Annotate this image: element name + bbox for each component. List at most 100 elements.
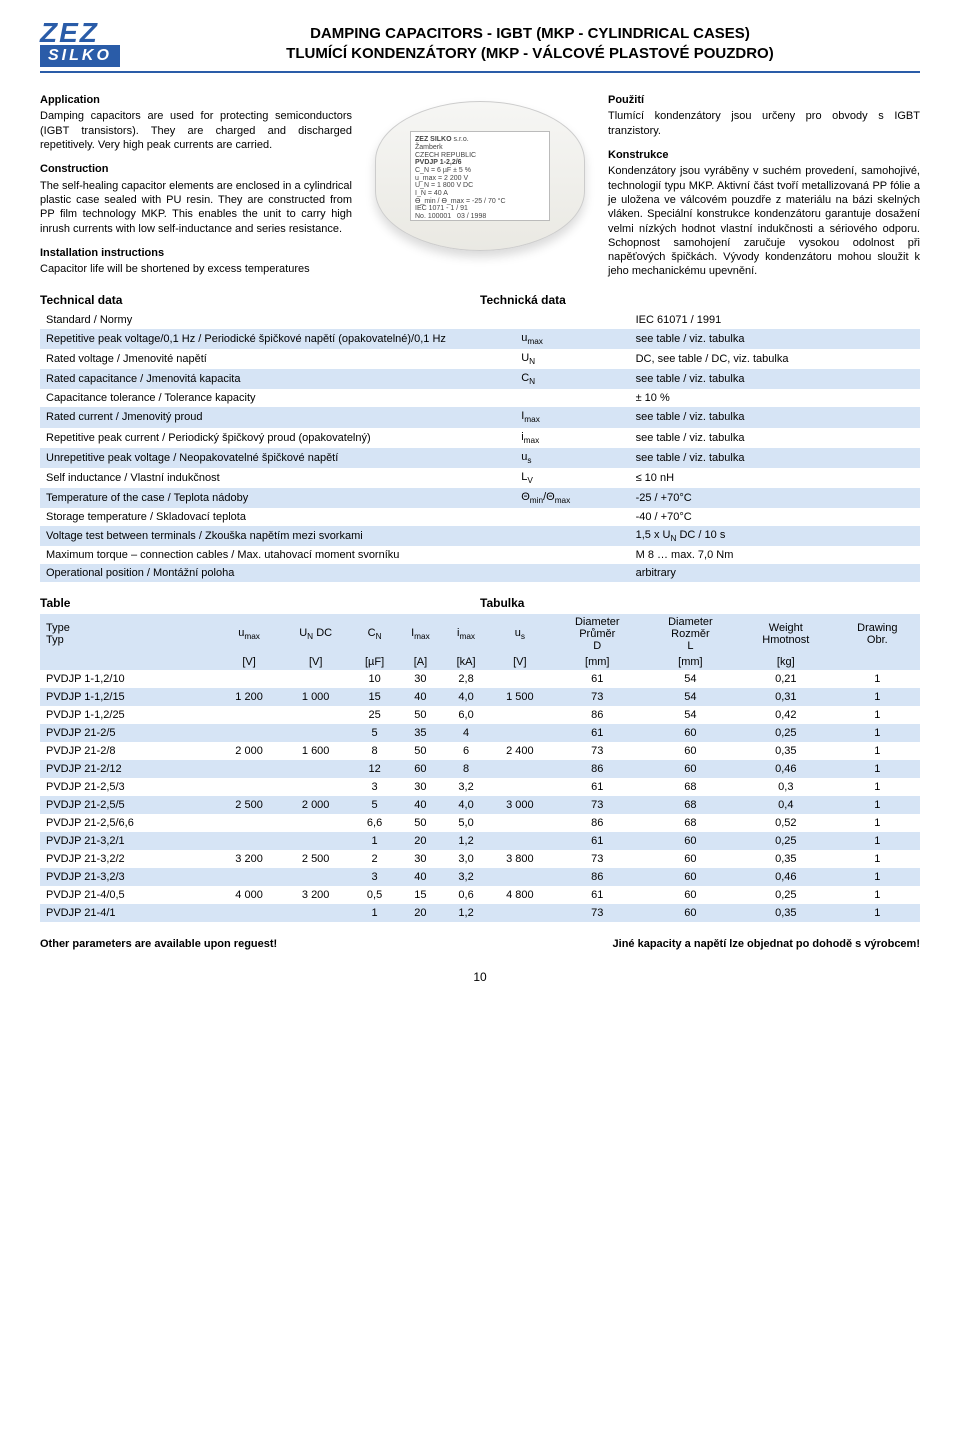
techdata-value: see table / viz. tabulka (630, 448, 920, 468)
table-cell (280, 904, 352, 922)
techdata-symbol: LV (515, 468, 629, 488)
table-cell (489, 814, 551, 832)
table-cell: 0,5 (351, 886, 397, 904)
table-cell: 1 200 (218, 688, 280, 706)
heading-construction: Construction (40, 162, 352, 176)
table-row: PVDJP 21-2,5/33303,261680,31 (40, 778, 920, 796)
table-cell: 15 (398, 886, 443, 904)
table-cell: 1 000 (280, 688, 352, 706)
table-cell: 3 000 (489, 796, 551, 814)
techdata-symbol: imax (515, 428, 629, 448)
footnote-left: Other parameters are available upon regu… (40, 938, 277, 950)
table-cell: 0,46 (737, 760, 835, 778)
text-construction: The self-healing capacitor elements are … (40, 179, 352, 236)
techdata-row: Unrepetitive peak voltage / Neopakovatel… (40, 448, 920, 468)
table-cell (218, 904, 280, 922)
techdata-titles: Technical data Technická data (40, 293, 920, 307)
table-cell: 54 (644, 670, 737, 688)
techdata-value: M 8 … max. 7,0 Nm (630, 546, 920, 564)
table-row: PVDJP 21-2/82 0001 60085062 40073600,351 (40, 742, 920, 760)
table-cell: 0,21 (737, 670, 835, 688)
table-cell (280, 706, 352, 724)
table-cell (489, 724, 551, 742)
table-cell: 0,35 (737, 850, 835, 868)
table-header: DiameterRozměrL (644, 614, 737, 654)
table-cell: 0,25 (737, 886, 835, 904)
techdata-row: Temperature of the case / Teplota nádoby… (40, 488, 920, 508)
table-cell: PVDJP 21-3,2/3 (40, 868, 218, 886)
table-header: us (489, 614, 551, 654)
table-row: PVDJP 1-1,2/2525506,086540,421 (40, 706, 920, 724)
table-row: PVDJP 21-3,2/33403,286600,461 (40, 868, 920, 886)
table-cell: PVDJP 21-4/1 (40, 904, 218, 922)
techdata-title-en: Technical data (40, 293, 480, 307)
intro-columns: Application Damping capacitors are used … (40, 93, 920, 279)
table-cell: 1,2 (443, 832, 489, 850)
table-cell: 68 (644, 778, 737, 796)
table-cell: 5,0 (443, 814, 489, 832)
text-konstrukce: Kondenzátory jsou vyráběny v suchém prov… (608, 164, 920, 278)
table-cell: 3 800 (489, 850, 551, 868)
footnote-right: Jiné kapacity a napětí lze objednat po d… (613, 938, 920, 950)
table-cell: 40 (398, 688, 443, 706)
table-row: PVDJP 21-3,2/11201,261600,251 (40, 832, 920, 850)
table-cell: PVDJP 21-3,2/2 (40, 850, 218, 868)
table-cell: 40 (398, 868, 443, 886)
table-cell: 3 (351, 778, 397, 796)
table-cell: 1 (835, 814, 920, 832)
table-header: UN DC (280, 614, 352, 654)
techdata-row: Storage temperature / Skladovací teplota… (40, 508, 920, 526)
table-cell: 50 (398, 814, 443, 832)
table-cell: 3,2 (443, 868, 489, 886)
table-unit-header: [V] (280, 654, 352, 670)
techdata-param: Maximum torque – connection cables / Max… (40, 546, 515, 564)
table-row: PVDJP 21-4/11201,273600,351 (40, 904, 920, 922)
table-cell (489, 760, 551, 778)
page-number: 10 (40, 970, 920, 984)
table-cell: 1 (351, 832, 397, 850)
table-cell (218, 760, 280, 778)
table-cell: 8 (443, 760, 489, 778)
table-header: TypeTyp (40, 614, 218, 654)
techdata-symbol (515, 508, 629, 526)
table-cell (218, 724, 280, 742)
table-cell: 61 (551, 724, 644, 742)
table-cell: 0,3 (737, 778, 835, 796)
techdata-row: Rated voltage / Jmenovité napětíUNDC, se… (40, 349, 920, 369)
table-cell: 5 (351, 724, 397, 742)
table-cell: 0,35 (737, 904, 835, 922)
table-cell: PVDJP 1-1,2/15 (40, 688, 218, 706)
table-cell (218, 814, 280, 832)
table-cell: 8 (351, 742, 397, 760)
table-cell: 68 (644, 814, 737, 832)
table-cell (280, 724, 352, 742)
techdata-row: Capacitance tolerance / Tolerance kapaci… (40, 389, 920, 407)
techdata-value: ± 10 % (630, 389, 920, 407)
heading-application: Application (40, 93, 352, 107)
techdata-symbol (515, 546, 629, 564)
techdata-value: arbitrary (630, 564, 920, 582)
techdata-param: Operational position / Montážní poloha (40, 564, 515, 582)
table-unit-header: [mm] (644, 654, 737, 670)
title-divider (40, 71, 920, 73)
table-cell: 61 (551, 670, 644, 688)
header: ZEZ SILKO DAMPING CAPACITORS - IGBT (MKP… (40, 20, 920, 67)
table-cell (489, 868, 551, 886)
table-row: PVDJP 21-2/5535461600,251 (40, 724, 920, 742)
table-cell: 20 (398, 832, 443, 850)
table-cell: 30 (398, 670, 443, 688)
techdata-table: Standard / NormyIEC 61071 / 1991Repetiti… (40, 311, 920, 583)
table-cell: 20 (398, 904, 443, 922)
techdata-value: ≤ 10 nH (630, 468, 920, 488)
table-cell: 1 (835, 796, 920, 814)
table-cell (489, 670, 551, 688)
techdata-row: Repetitive peak current / Periodický špi… (40, 428, 920, 448)
text-pouziti: Tlumící kondenzátory jsou určeny pro obv… (608, 109, 920, 138)
table-cell: 1 (835, 724, 920, 742)
table-cell (280, 832, 352, 850)
table-cell: PVDJP 21-2,5/3 (40, 778, 218, 796)
techdata-value: -25 / +70°C (630, 488, 920, 508)
techdata-row: Rated capacitance / Jmenovitá kapacitaCN… (40, 369, 920, 389)
table-cell: 60 (644, 850, 737, 868)
product-photo: ZEZ SILKO s.r.o. Žamberk CZECH REPUBLIC … (375, 101, 585, 251)
